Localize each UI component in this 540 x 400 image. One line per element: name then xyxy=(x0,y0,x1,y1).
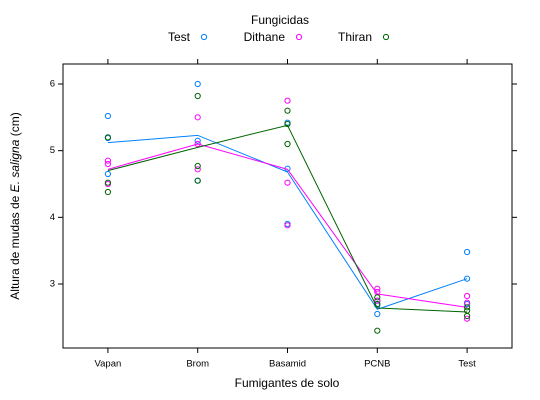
legend-label: Test xyxy=(168,30,191,44)
data-point xyxy=(194,92,201,100)
y-tick-label: 5 xyxy=(50,145,55,156)
mean-line xyxy=(107,134,468,310)
x-tick-label: Basamid xyxy=(269,359,306,370)
legend-marker xyxy=(295,33,303,41)
y-tick-label: 3 xyxy=(50,279,55,290)
legend-label: Dithane xyxy=(244,30,286,44)
data-point xyxy=(104,170,112,178)
data-point xyxy=(104,157,112,164)
data-point xyxy=(464,312,471,320)
data-point xyxy=(464,275,471,282)
x-tick-label: Test xyxy=(458,359,476,370)
data-point xyxy=(194,80,201,88)
data-point xyxy=(104,112,112,120)
data-point xyxy=(284,97,291,104)
data-point xyxy=(374,294,381,301)
mean-line xyxy=(107,124,468,313)
data-point xyxy=(194,140,201,148)
data-point xyxy=(284,222,291,229)
data-point xyxy=(104,188,112,196)
legend-marker xyxy=(382,33,390,41)
data-point xyxy=(194,137,201,144)
x-tick-label: Vapan xyxy=(95,359,122,370)
data-point xyxy=(104,160,112,168)
data-point xyxy=(464,307,471,314)
plot-frame xyxy=(62,63,513,349)
data-point xyxy=(284,179,291,186)
legend-label: Thiran xyxy=(338,30,372,44)
data-point xyxy=(374,300,381,308)
data-point xyxy=(464,292,471,300)
data-point xyxy=(194,166,201,173)
y-axis-label: Altura de mudas de E. saligna (cm) xyxy=(8,112,22,299)
data-point xyxy=(284,107,291,114)
legend-marker xyxy=(200,33,208,41)
data-point xyxy=(194,114,201,121)
data-point xyxy=(374,297,381,304)
data-point xyxy=(104,134,112,141)
x-tick-label: Brom xyxy=(186,359,209,370)
data-point xyxy=(284,120,291,128)
data-point xyxy=(194,162,201,170)
data-point xyxy=(374,285,381,292)
y-tick-label: 4 xyxy=(50,212,55,223)
data-point xyxy=(104,179,112,186)
data-point xyxy=(464,304,471,311)
data-point xyxy=(284,140,291,148)
x-axis-label: Fumigantes de solo xyxy=(235,376,340,390)
data-point xyxy=(464,248,471,256)
data-point xyxy=(374,310,381,318)
data-point xyxy=(374,327,381,334)
data-point xyxy=(464,299,471,306)
y-tick-label: 6 xyxy=(50,79,55,90)
data-point xyxy=(464,315,471,322)
legend-title: Fungicidas xyxy=(251,13,309,27)
x-tick-label: PCNB xyxy=(364,359,390,370)
mean-line xyxy=(107,143,468,308)
data-point xyxy=(194,177,201,184)
